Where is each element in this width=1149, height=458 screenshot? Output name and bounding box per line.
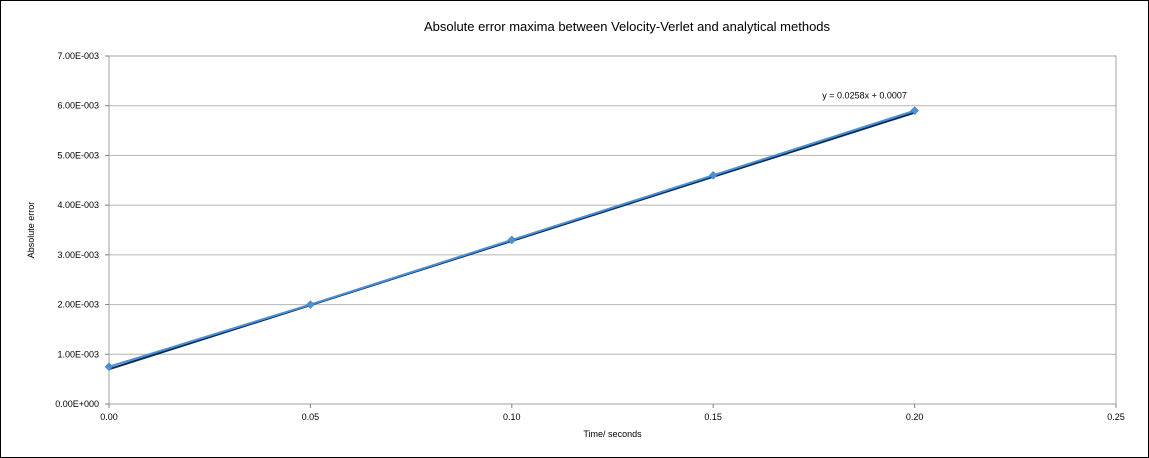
data-point xyxy=(910,106,919,116)
y-tick-label: 2.00E-003 xyxy=(57,300,99,310)
y-tick-label: 4.00E-003 xyxy=(57,200,99,210)
x-tick-label: 0.20 xyxy=(906,412,924,422)
data-point xyxy=(306,300,315,309)
y-tick-label: 6.00E-003 xyxy=(57,101,99,111)
chart-title: Absolute error maxima between Velocity-V… xyxy=(424,19,831,34)
x-tick-label: 0.10 xyxy=(503,412,521,422)
plot-area xyxy=(108,55,1117,405)
y-tick-label: 0.00E+000 xyxy=(55,399,99,409)
gridlines xyxy=(109,55,1116,405)
data-point xyxy=(507,235,517,245)
data-point xyxy=(104,362,114,372)
y-tick-label: 1.00E-003 xyxy=(57,349,99,359)
y-tick-label: 7.00E-003 xyxy=(57,51,99,61)
x-tick-label: 0.05 xyxy=(302,412,320,422)
y-axis-ticks: 0.00E+000 1.00E-003 2.00E-003 3.00E-003 4.00… xyxy=(55,51,109,409)
x-tick-label: 0.15 xyxy=(704,412,722,422)
y-axis-label: Absolute error xyxy=(26,202,36,259)
x-tick-label: 0.00 xyxy=(100,412,118,422)
trendline-equation: y = 0.0258x + 0.0007 xyxy=(822,91,907,101)
x-axis-label: Time/ seconds xyxy=(583,429,642,439)
y-tick-label: 5.00E-003 xyxy=(57,150,99,160)
x-tick-label: 0.25 xyxy=(1107,412,1125,422)
y-tick-label: 3.00E-003 xyxy=(57,250,99,260)
x-axis-ticks: 0.00 0.05 0.10 0.15 0.20 0.25 xyxy=(100,404,1125,422)
data-point xyxy=(708,170,718,180)
data-points xyxy=(104,106,919,372)
